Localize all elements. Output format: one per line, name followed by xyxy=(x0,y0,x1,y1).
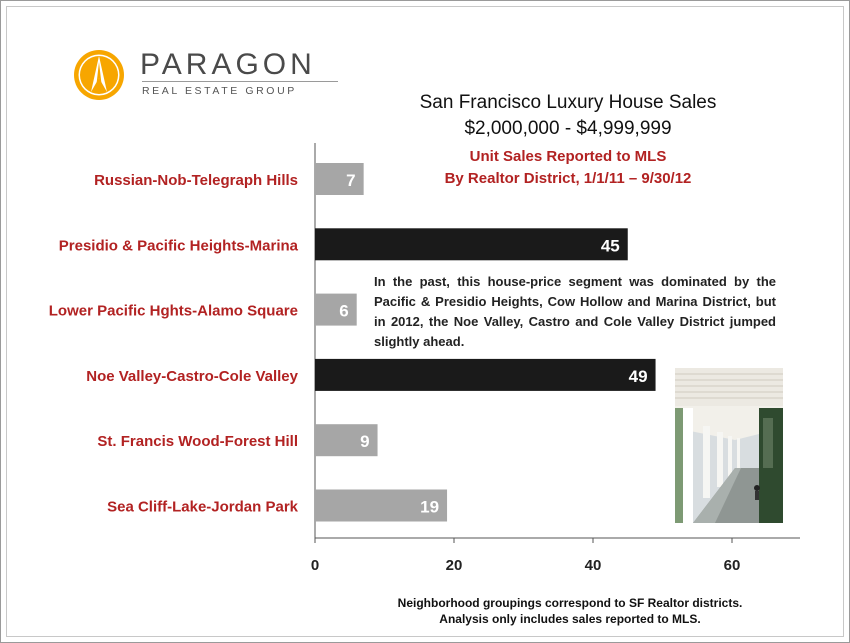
logo-emblem-icon xyxy=(74,50,124,100)
data-label: 19 xyxy=(420,498,439,517)
category-label: Lower Pacific Hghts-Alamo Square xyxy=(49,303,298,320)
x-tick-label: 0 xyxy=(311,557,319,574)
annotation-note: In the past, this house-price segment wa… xyxy=(374,274,776,349)
chart-metric-label: Unit Sales Reported to MLS xyxy=(469,148,667,165)
logo-name: PARAGON xyxy=(140,48,316,81)
category-label: Noe Valley-Castro-Cole Valley xyxy=(86,368,298,385)
footnote-districts: Neighborhood groupings correspond to SF … xyxy=(397,596,743,610)
category-label: Russian-Nob-Telegraph Hills xyxy=(94,172,298,189)
x-tick-label: 40 xyxy=(585,557,602,574)
category-label: Presidio & Pacific Heights-Marina xyxy=(59,237,299,254)
chart-period-label: By Realtor District, 1/1/11 – 9/30/12 xyxy=(444,170,692,187)
x-tick-label: 20 xyxy=(446,557,463,574)
porch-photo xyxy=(675,368,783,523)
category-label: Sea Cliff-Lake-Jordan Park xyxy=(107,499,299,516)
bar xyxy=(315,489,448,522)
inner-border xyxy=(6,6,844,637)
logo-tagline: REAL ESTATE GROUP xyxy=(142,85,297,97)
chart-title: San Francisco Luxury House Sales xyxy=(419,92,717,113)
footnote-mls: Analysis only includes sales reported to… xyxy=(439,612,701,626)
bar xyxy=(315,293,357,326)
bar xyxy=(315,358,656,391)
data-label: 7 xyxy=(346,171,355,190)
x-tick-label: 60 xyxy=(724,557,741,574)
bar xyxy=(315,424,378,457)
data-label: 9 xyxy=(360,432,369,451)
bar xyxy=(315,228,628,261)
data-label: 6 xyxy=(339,302,348,321)
bar xyxy=(315,163,364,195)
data-label: 49 xyxy=(629,367,648,386)
category-label: St. Francis Wood-Forest Hill xyxy=(97,433,298,450)
logo-divider xyxy=(142,81,338,82)
chart-subtitle: $2,000,000 - $4,999,999 xyxy=(464,118,672,139)
paragon-logo: PARAGON REAL ESTATE GROUP xyxy=(72,48,342,103)
data-label: 45 xyxy=(601,236,620,255)
